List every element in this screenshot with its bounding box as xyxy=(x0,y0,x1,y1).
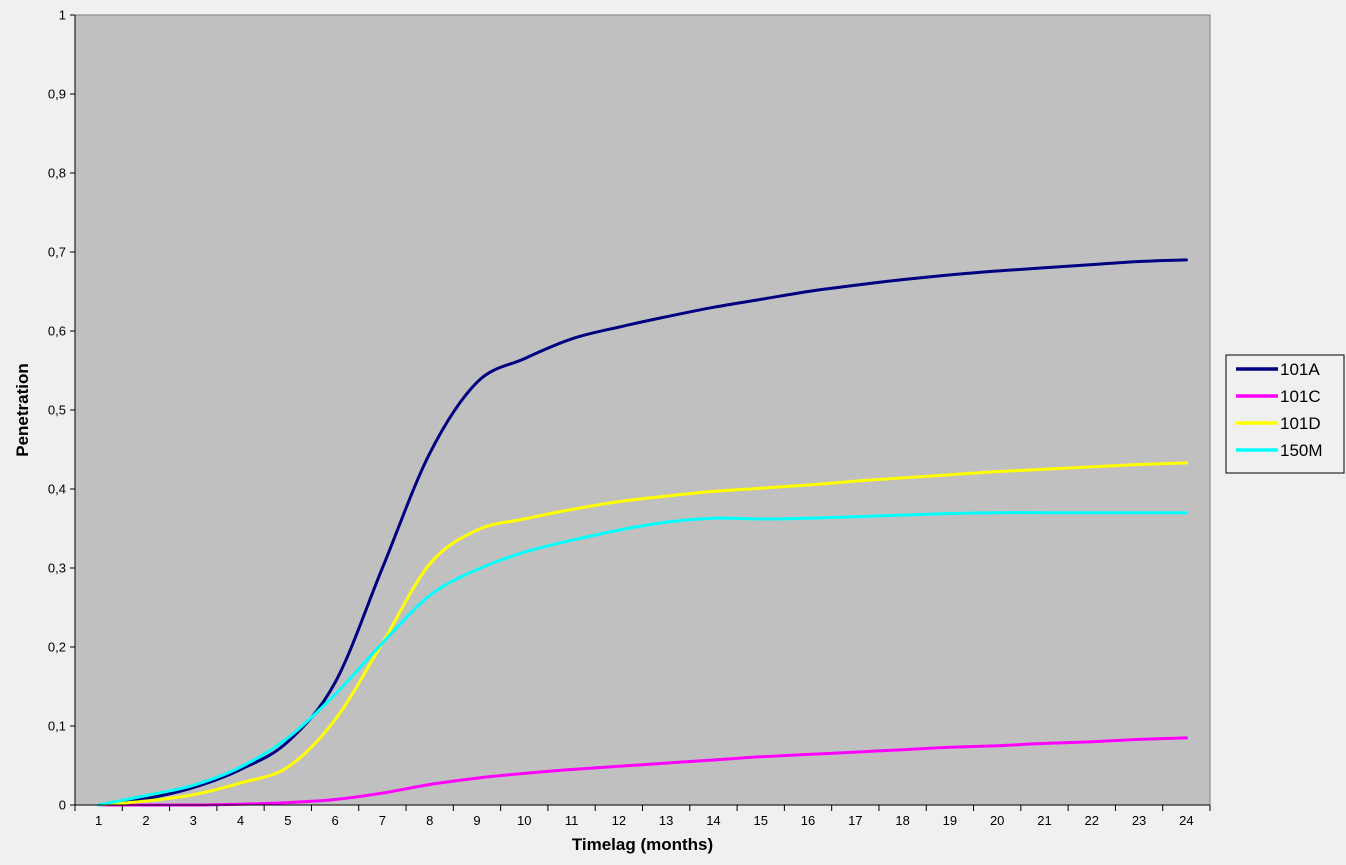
x-tick-label: 12 xyxy=(612,813,626,828)
legend-label-101c: 101C xyxy=(1280,387,1321,406)
series-line-101a xyxy=(97,258,1188,807)
x-tick-label: 6 xyxy=(331,813,338,828)
y-tick-label: 0,5 xyxy=(48,403,66,418)
x-tick-label: 17 xyxy=(848,813,862,828)
y-tick-label: 0,2 xyxy=(48,640,66,655)
x-tick-label: 14 xyxy=(706,813,720,828)
y-tick-label: 0,9 xyxy=(48,87,66,102)
x-tick-label: 19 xyxy=(943,813,957,828)
plot-area xyxy=(74,14,1211,806)
y-tick-label: 0,4 xyxy=(48,482,66,497)
legend-box xyxy=(1225,354,1345,474)
y-tick-label: 0,3 xyxy=(48,561,66,576)
y-tick-label: 0,7 xyxy=(48,245,66,260)
x-tick-label: 3 xyxy=(190,813,197,828)
x-tick-label: 1 xyxy=(95,813,102,828)
x-tick-label: 23 xyxy=(1132,813,1146,828)
x-tick-label: 8 xyxy=(426,813,433,828)
x-tick-label: 16 xyxy=(801,813,815,828)
x-tick-label: 15 xyxy=(753,813,767,828)
x-axis-title: Timelag (months) xyxy=(572,835,713,854)
x-tick-label: 24 xyxy=(1179,813,1193,828)
x-tick-label: 21 xyxy=(1037,813,1051,828)
y-tick-label: 0 xyxy=(59,798,66,813)
x-tick-label: 10 xyxy=(517,813,531,828)
x-tick-label: 4 xyxy=(237,813,244,828)
y-axis-title: Penetration xyxy=(13,363,32,457)
x-tick-label: 7 xyxy=(379,813,386,828)
x-tick-label: 9 xyxy=(473,813,480,828)
x-tick-label: 5 xyxy=(284,813,291,828)
x-tick-label: 11 xyxy=(565,813,579,828)
legend-label-101d: 101D xyxy=(1280,414,1321,433)
y-tick-label: 0,1 xyxy=(48,719,66,734)
series-line-150m xyxy=(97,511,1188,807)
x-tick-label: 22 xyxy=(1085,813,1099,828)
x-tick-label: 20 xyxy=(990,813,1004,828)
legend-label-150m: 150M xyxy=(1280,441,1323,460)
y-tick-label: 0,8 xyxy=(48,166,66,181)
series-line-101c xyxy=(97,736,1188,807)
x-tick-label: 2 xyxy=(142,813,149,828)
y-tick-label: 0,6 xyxy=(48,324,66,339)
legend-label-101a: 101A xyxy=(1280,360,1320,379)
x-tick-label: 13 xyxy=(659,813,673,828)
axis-layer: 00,10,20,30,40,50,60,70,80,911 2 3 4 5 6 7 8 9 10… xyxy=(48,8,1211,828)
series-line-101d xyxy=(97,461,1188,807)
x-tick-label: 18 xyxy=(895,813,909,828)
y-tick-label: 1 xyxy=(59,8,66,23)
legend: 101A 101C 101D 150M xyxy=(1225,354,1345,474)
series-layer xyxy=(97,258,1188,807)
